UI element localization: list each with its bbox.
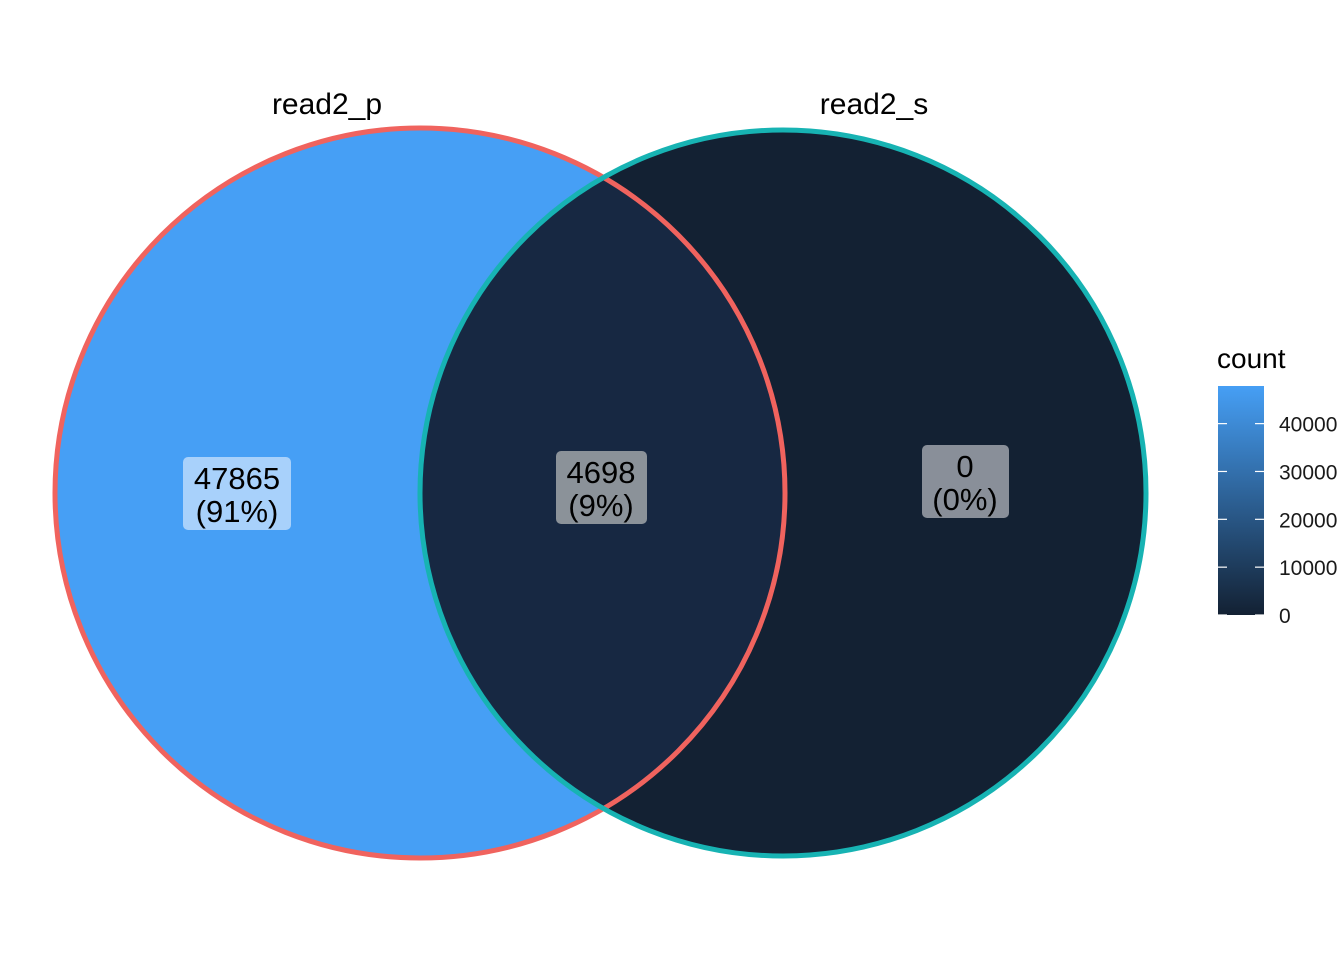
set-outline-read2-s — [417, 127, 1149, 859]
region-label-box-read2-p — [183, 457, 291, 530]
region-percent-intersection: (9%) — [568, 488, 633, 523]
legend-colorbar — [1218, 386, 1264, 615]
set-title-read2-s: read2_s — [820, 88, 928, 121]
set-outline-read2-p — [52, 125, 788, 861]
region-count-intersection: 4698 — [567, 455, 636, 490]
legend-tick-label: 10000 — [1279, 557, 1337, 580]
legend-tick-label: 40000 — [1279, 414, 1337, 437]
region-intersection — [420, 130, 785, 856]
region-label-box-intersection — [556, 451, 647, 524]
set-title-read2-p: read2_p — [272, 88, 382, 121]
legend-title: count — [1217, 343, 1286, 374]
color-legend: count 0 10000 20000 30000 40000 — [1217, 343, 1337, 628]
region-count-read2-p: 47865 — [194, 461, 280, 496]
legend-tick-label: 0 — [1279, 605, 1291, 628]
region-percent-read2-p: (91%) — [196, 494, 279, 529]
legend-tick-label: 30000 — [1279, 461, 1337, 484]
legend-ticks: 0 10000 20000 30000 40000 — [1218, 414, 1337, 628]
region-percent-read2-s: (0%) — [932, 482, 997, 517]
region-count-read2-s: 0 — [956, 449, 973, 484]
legend-tick-label: 20000 — [1279, 509, 1337, 532]
region-label-box-read2-s — [922, 445, 1009, 518]
